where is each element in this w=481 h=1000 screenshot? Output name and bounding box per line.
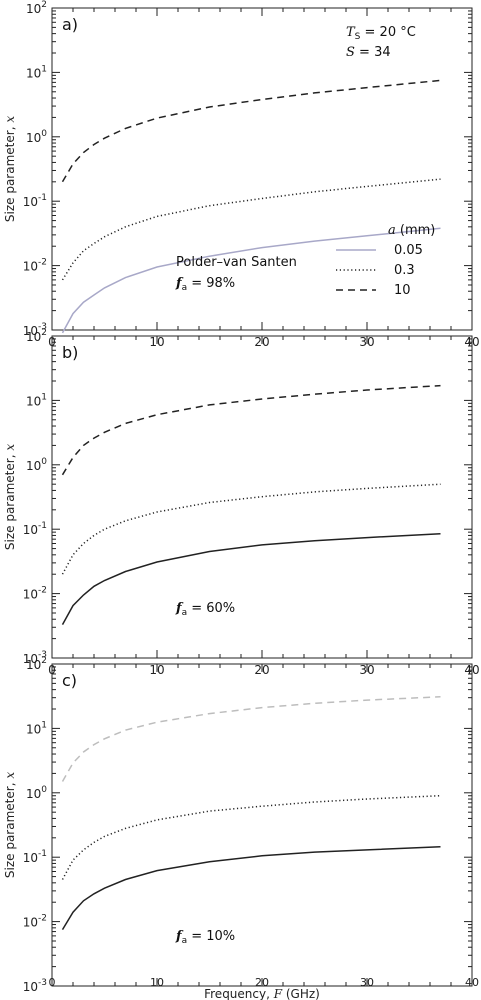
y-axis-title: Size parameter, x xyxy=(3,772,17,878)
x-tick-label: 10 xyxy=(150,976,164,989)
series-line-10 xyxy=(61,384,441,476)
volume-fraction-annotation: fa = 10% xyxy=(175,929,235,946)
y-tick-label: 100 xyxy=(26,785,47,801)
y-tick-label: 10-1 xyxy=(23,521,47,537)
x-axis-title: Frequency, F (GHz) xyxy=(204,987,320,1000)
series-line-10 xyxy=(61,79,441,183)
series-line-0-3 xyxy=(61,483,441,575)
y-tick-label: 10-1 xyxy=(23,193,47,209)
plot-frame xyxy=(51,7,473,331)
y-tick-label: 102 xyxy=(26,656,47,672)
y-tick-label: 10-2 xyxy=(23,914,47,930)
plot-frame xyxy=(51,663,473,987)
series-line-0-3 xyxy=(61,178,441,281)
x-tick-label: 20 xyxy=(255,976,269,989)
volume-fraction-annotation: fa = 98% xyxy=(175,276,235,293)
series-line-0-05 xyxy=(61,846,441,930)
series-line-0-3 xyxy=(61,794,441,880)
y-tick-label: 10-2 xyxy=(23,586,47,602)
x-tick-label: 0 xyxy=(49,976,56,989)
salinity-annotation: S = 34 xyxy=(346,45,391,60)
y-tick-label: 101 xyxy=(26,392,47,408)
y-tick-label: 10-3 xyxy=(23,978,47,994)
y-tick-label: 10-3 xyxy=(23,322,47,338)
volume-fraction-annotation: fa = 60% xyxy=(175,601,235,618)
y-axis-title: Size parameter, x xyxy=(3,116,17,222)
legend: a (mm) 0.05 0.3 10 xyxy=(336,223,435,298)
y-tick-label: 102 xyxy=(26,0,47,16)
y-tick-label: 102 xyxy=(26,328,47,344)
chart-panel-3: 0 10 20 30 40 10-3 10-2 10-1 100 101 102 Size param… xyxy=(3,656,479,1000)
series-line-0-05 xyxy=(61,227,441,334)
model-annotation: Polder–van Santen xyxy=(176,255,297,270)
x-tick-label: 40 xyxy=(465,976,479,989)
y-axis-title: Size parameter, x xyxy=(3,444,17,550)
panel-label: c) xyxy=(62,671,77,690)
y-tick-label: 101 xyxy=(26,720,47,736)
y-tick-label: 10-3 xyxy=(23,650,47,666)
legend-entry-label: 10 xyxy=(394,283,411,298)
y-tick-label: 100 xyxy=(26,457,47,473)
legend-entry-label: 0.05 xyxy=(394,243,423,258)
panel-label: b) xyxy=(62,343,78,362)
temperature-annotation: TS = 20 °C xyxy=(346,25,416,42)
legend-title: a (mm) xyxy=(388,223,435,238)
series-line-10 xyxy=(61,696,441,782)
series-line-0-05 xyxy=(61,532,441,625)
y-tick-label: 10-1 xyxy=(23,849,47,865)
x-tick-label: 30 xyxy=(360,976,374,989)
legend-entry-label: 0.3 xyxy=(394,263,415,278)
y-tick-label: 101 xyxy=(26,64,47,80)
panel-label: a) xyxy=(62,15,78,34)
y-tick-label: 10-2 xyxy=(23,258,47,274)
y-tick-label: 100 xyxy=(26,129,47,145)
